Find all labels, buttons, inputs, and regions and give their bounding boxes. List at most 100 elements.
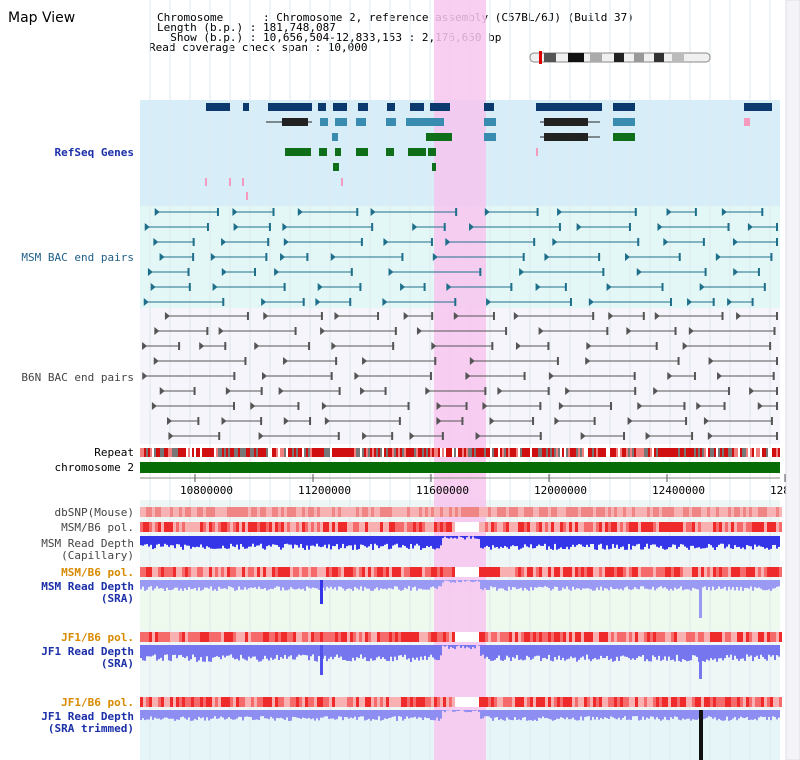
msm-bac-pair[interactable] [412, 223, 446, 231]
msm-depth-capillary-bars[interactable] [140, 536, 780, 550]
b6n-bac-pair[interactable] [708, 357, 778, 365]
b6n-bac-pair[interactable] [489, 417, 535, 425]
msm-bac-pair[interactable] [317, 283, 362, 291]
msm-bac-pair[interactable] [212, 283, 286, 291]
msm-bac-pair[interactable] [210, 253, 268, 261]
msm-bac-pair[interactable] [727, 298, 754, 306]
msm-depth-sra-bars[interactable] [140, 580, 780, 618]
b6n-bac-pair[interactable] [585, 357, 680, 365]
msm-bac-pair[interactable] [221, 268, 257, 276]
msm-bac-pair[interactable] [557, 208, 637, 216]
b6n-bac-pair[interactable] [717, 372, 775, 380]
msm-bac-pair[interactable] [147, 268, 190, 276]
b6n-bac-pair[interactable] [283, 357, 338, 365]
b6n-bac-pair[interactable] [436, 417, 464, 425]
b6n-bac-pair[interactable] [757, 402, 778, 410]
msm-b6-pol-label-1[interactable]: MSM/B6 pol. [61, 521, 134, 534]
b6n-bac-pair[interactable] [431, 342, 494, 350]
b6n-bac-pair[interactable] [482, 402, 542, 410]
b6n-bac-pair[interactable] [153, 357, 247, 365]
jf1-b6-pol-label-2[interactable]: JF1/B6 pol. [61, 696, 134, 709]
msm-bac-pair[interactable] [274, 268, 353, 276]
chromosome-ideogram[interactable] [529, 51, 711, 64]
b6n-bac-pair[interactable] [653, 387, 730, 395]
msm-depth-sra-line1[interactable]: MSM Read Depth [41, 580, 134, 593]
msm-bac-pair[interactable] [143, 298, 225, 306]
b6n-bac-pair[interactable] [320, 327, 397, 335]
b6n-bac-pair[interactable] [278, 387, 341, 395]
refseq-genes-label[interactable]: RefSeq Genes [54, 146, 134, 159]
msm-b6-pol-label-2[interactable]: MSM/B6 pol. [61, 566, 134, 579]
b6n-bac-pair[interactable] [142, 342, 181, 350]
msm-bac-pair[interactable] [382, 298, 457, 306]
b6n-bac-pair[interactable] [154, 327, 209, 335]
msm-bac-pair[interactable] [282, 223, 374, 231]
msm-bac-pair[interactable] [715, 253, 773, 261]
b6n-bac-pair[interactable] [558, 402, 613, 410]
b6n-bac-pair[interactable] [515, 342, 550, 350]
b6n-bac-pair[interactable] [403, 312, 434, 320]
msm-bac-pair[interactable] [370, 208, 458, 216]
msm-bac-pair[interactable] [721, 208, 764, 216]
b6n-bac-pair[interactable] [465, 372, 526, 380]
b6n-bac-pair[interactable] [548, 372, 636, 380]
msm-bac-pair[interactable] [657, 223, 730, 231]
b6n-bac-pair[interactable] [688, 327, 776, 335]
b6n-bac-pair[interactable] [749, 387, 778, 395]
jf1-depth-trim-line1[interactable]: JF1 Read Depth [41, 710, 134, 723]
b6n-bac-pair[interactable] [199, 342, 227, 350]
b6n-bac-pair[interactable] [425, 387, 487, 395]
b6n-bac-pair[interactable] [707, 432, 778, 440]
msm-bac-pair[interactable] [624, 253, 681, 261]
msm-bac-pair[interactable] [232, 208, 275, 216]
msm-bac-pair[interactable] [150, 283, 191, 291]
msm-bac-pair[interactable] [588, 298, 672, 306]
msm-bac-pair[interactable] [280, 253, 309, 261]
msm-bac-pair[interactable] [330, 253, 404, 261]
msm-bac-pair[interactable] [445, 238, 536, 246]
msm-bac-pair[interactable] [283, 238, 363, 246]
msm-bac-pair[interactable] [469, 223, 561, 231]
b6n-bac-pair[interactable] [645, 432, 694, 440]
b6n-bac-pair[interactable] [475, 432, 542, 440]
b6n-bac-pair[interactable] [321, 402, 410, 410]
b6n-bac-pair[interactable] [263, 312, 323, 320]
b6n-bac-pair[interactable] [334, 312, 380, 320]
b6n-bac-pair[interactable] [667, 372, 696, 380]
b6n-bac-pair[interactable] [696, 402, 726, 410]
jf1-b6-pol-heat-row-1[interactable] [140, 632, 782, 642]
msm-bac-pair[interactable] [261, 298, 305, 306]
msm-bac-pair[interactable] [144, 223, 209, 231]
b6n-bac-pair[interactable] [254, 342, 311, 350]
msm-bac-pair[interactable] [432, 253, 525, 261]
msm-bac-pair[interactable] [636, 268, 707, 276]
msm-bac-pair[interactable] [519, 268, 605, 276]
jf1-depth-sra-line1[interactable]: JF1 Read Depth [41, 645, 134, 658]
msm-bac-pair[interactable] [535, 283, 567, 291]
b6n-bac-pair[interactable] [436, 402, 468, 410]
msm-bac-pair[interactable] [663, 238, 705, 246]
msm-bac-pair[interactable] [486, 298, 572, 306]
dbsnp-heat-row[interactable] [140, 507, 782, 517]
msm-bac-pair[interactable] [606, 283, 664, 291]
jf1-b6-pol-heat-row-2[interactable] [140, 697, 782, 707]
msm-bac-pair[interactable] [552, 238, 640, 246]
msm-bac-pair[interactable] [576, 223, 631, 231]
b6n-bac-pair[interactable] [703, 417, 773, 425]
b6n-bac-pair[interactable] [283, 417, 312, 425]
b6n-bac-pair[interactable] [258, 432, 340, 440]
msm-bac-pair[interactable] [388, 268, 482, 276]
b6n-bac-pair[interactable] [362, 357, 437, 365]
b6n-bac-pair[interactable] [580, 432, 626, 440]
b6n-bac-pair[interactable] [218, 327, 297, 335]
b6n-bac-pair[interactable] [142, 372, 236, 380]
jf1-b6-pol-label-1[interactable]: JF1/B6 pol. [61, 631, 134, 644]
b6n-bac-pair[interactable] [250, 402, 300, 410]
msm-bac-pair[interactable] [687, 298, 715, 306]
b6n-bac-pair[interactable] [497, 387, 550, 395]
b6n-bac-pair[interactable] [654, 312, 724, 320]
msm-b6-pol-heat-row-1[interactable] [140, 522, 782, 532]
jf1-depth-sra-bars[interactable] [140, 645, 780, 679]
msm-bac-pair[interactable] [733, 268, 760, 276]
b6n-bac-pair[interactable] [554, 417, 596, 425]
